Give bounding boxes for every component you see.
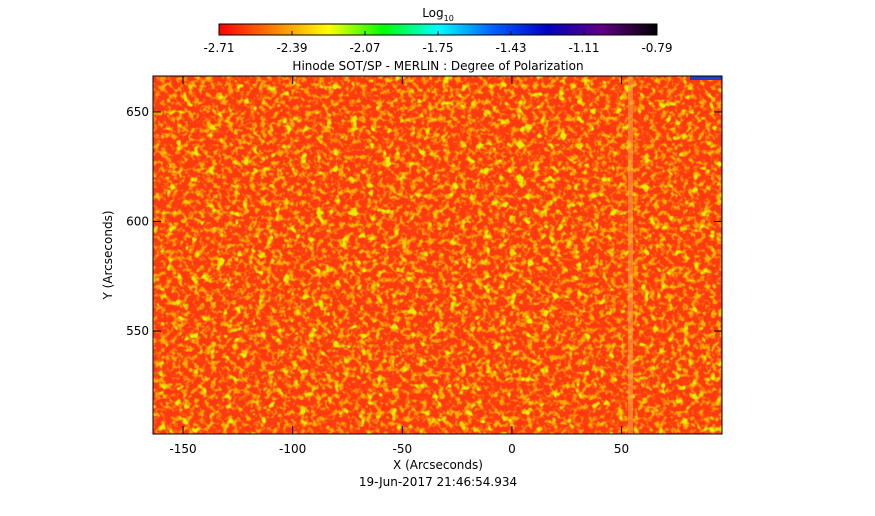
colorbar-tick-label: -0.79	[641, 41, 672, 55]
colorbar-tick-label: -1.43	[495, 41, 526, 55]
y-tick-label: 600	[126, 214, 149, 228]
colorbar-label-subscript: 10	[444, 14, 454, 23]
colorbar-tick-label: -2.71	[203, 41, 234, 55]
chart-title: Hinode SOT/SP - MERLIN : Degree of Polar…	[292, 59, 583, 73]
x-axis-label: X (Arcseconds)	[393, 458, 483, 472]
heatmap-image	[153, 76, 722, 434]
colorbar-tick-label: -2.39	[276, 41, 307, 55]
x-tick-label: -100	[279, 442, 306, 456]
x-tick-label: 0	[508, 442, 516, 456]
colorbar-tick-label: -1.11	[568, 41, 599, 55]
x-tick-label: 50	[614, 442, 629, 456]
colorbar-tick-label: -2.07	[349, 41, 380, 55]
y-tick-label: 650	[126, 105, 149, 119]
colorbar-label: Log10	[422, 6, 454, 23]
x-tick-label: -150	[169, 442, 196, 456]
colorbar-tick-label: -1.75	[422, 41, 453, 55]
footer-date: 19-Jun-2017 21:46:54.934	[359, 475, 517, 489]
y-axis-label: Y (Arcseconds)	[101, 210, 115, 300]
plot-frame	[152, 75, 723, 435]
x-tick-label: -50	[393, 442, 413, 456]
y-tick-label: 550	[126, 324, 149, 338]
colorbar-label-text: Log	[422, 6, 443, 20]
